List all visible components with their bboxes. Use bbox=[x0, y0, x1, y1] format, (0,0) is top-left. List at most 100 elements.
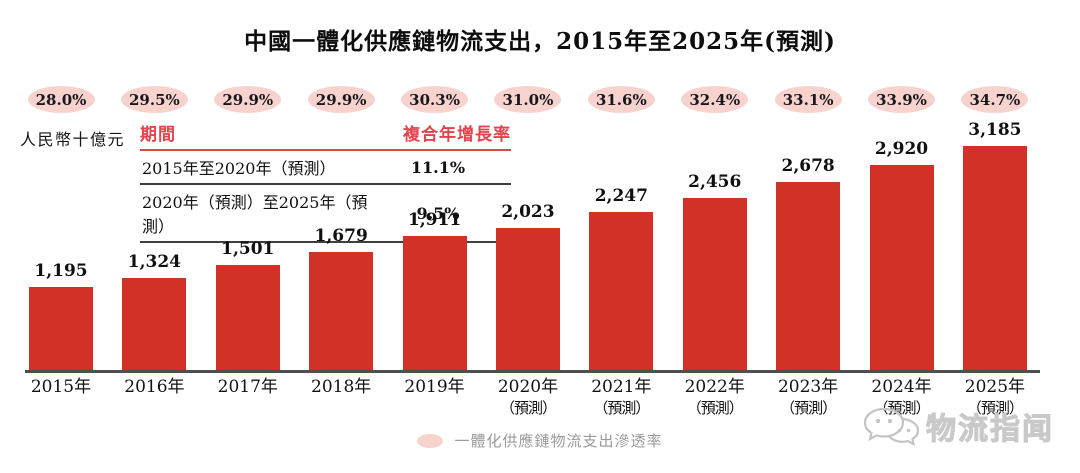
bar-column: 1,911 bbox=[391, 111, 479, 371]
chart-title: 中國一體化供應鏈物流支出，2015年至2025年(預測) bbox=[244, 28, 836, 55]
bar bbox=[309, 252, 374, 371]
bar-column: 1,195 bbox=[17, 111, 105, 371]
x-axis-label: 2023年 （預測） bbox=[764, 377, 852, 419]
legend-pink-ellipse-icon bbox=[417, 433, 444, 448]
penetration-badge: 28.0% bbox=[27, 86, 95, 113]
bar-column: 2,920 bbox=[858, 111, 946, 371]
bar-value-label: 2,456 bbox=[688, 171, 742, 192]
x-axis-label: 2018年 bbox=[297, 377, 385, 419]
bar-value-label: 2,678 bbox=[781, 155, 835, 176]
penetration-badges-row: 28.0% 29.5% 29.9% 29.9% 30.3% 31.0% 31.6% 32.4%… bbox=[17, 86, 1039, 113]
x-axis-label: 2015年 bbox=[17, 377, 105, 419]
penetration-badge-cell: 30.3% bbox=[391, 86, 479, 113]
x-axis-year: 2018年 bbox=[311, 377, 372, 397]
penetration-badge: 34.7% bbox=[961, 86, 1029, 113]
bar bbox=[402, 236, 467, 371]
x-axis-forecast-note: （預測） bbox=[686, 399, 744, 417]
penetration-badge: 33.1% bbox=[774, 86, 842, 113]
cagr-table-row: 2020年（預測）至2025年（預測） 9.5% bbox=[140, 185, 511, 243]
penetration-badge: 30.3% bbox=[401, 86, 469, 113]
cagr-table: 期間 複合年增長率 2015年至2020年（預測） 11.1% 2020年（預測… bbox=[140, 120, 511, 243]
penetration-badge-cell: 29.9% bbox=[297, 86, 385, 113]
bar-value-label: 2,920 bbox=[874, 138, 929, 159]
penetration-badge: 29.5% bbox=[120, 86, 188, 113]
cagr-table-period-header: 期間 bbox=[140, 125, 176, 145]
cagr-row-value: 9.5% bbox=[416, 203, 460, 223]
bar-value-label: 2,247 bbox=[594, 186, 648, 207]
x-axis-label: 2022年 （預測） bbox=[671, 377, 759, 419]
legend-label: 一體化供應鏈物流支出滲透率 bbox=[454, 432, 663, 450]
bar-chart-area: 1,195 1,324 1,501 1,679 1,911 2,023 2,247 2,456… bbox=[17, 111, 1039, 371]
x-axis-year: 2017年 bbox=[217, 377, 278, 397]
penetration-badge-cell: 32.4% bbox=[671, 86, 759, 113]
x-axis-label: 2024年 （預測） bbox=[858, 377, 946, 419]
x-axis-year: 2016年 bbox=[124, 377, 185, 397]
x-axis-year: 2024年 bbox=[871, 377, 932, 397]
bar-column: 2,456 bbox=[671, 111, 759, 371]
bar-value-label: 2,023 bbox=[501, 202, 555, 223]
x-axis-year: 2021年 bbox=[591, 377, 652, 397]
penetration-badge-cell: 31.6% bbox=[577, 86, 665, 113]
penetration-badge: 31.6% bbox=[587, 86, 655, 113]
x-axis-label: 2021年 （預測） bbox=[577, 377, 665, 419]
cagr-row-value: 11.1% bbox=[410, 157, 466, 177]
watermark-text: 物流指闻 bbox=[926, 412, 1054, 448]
chat-bubbles-icon bbox=[863, 407, 920, 447]
x-axis-forecast-note: （預測） bbox=[593, 399, 650, 417]
penetration-badge-cell: 29.9% bbox=[204, 86, 292, 113]
watermark: 物流指闻 bbox=[860, 403, 1054, 449]
bar bbox=[495, 228, 560, 371]
x-axis-label: 2020年 （預測） bbox=[484, 377, 572, 419]
bar bbox=[682, 197, 747, 371]
x-axis-labels-row: 2015年 2016年 2017年 2018年 2019年 2020年 （預測） 2021年 （… bbox=[17, 377, 1039, 419]
penetration-badge-cell: 29.5% bbox=[110, 86, 198, 113]
bar bbox=[122, 277, 187, 371]
x-axis-year: 2023年 bbox=[777, 377, 839, 397]
legend: 一體化供應鏈物流支出滲透率 bbox=[0, 430, 1080, 451]
bar-column: 1,501 bbox=[204, 111, 292, 371]
bar-value-label: 1,911 bbox=[407, 210, 462, 230]
penetration-badge: 32.4% bbox=[681, 86, 749, 113]
penetration-badge-cell: 31.0% bbox=[484, 86, 572, 113]
bar bbox=[29, 286, 93, 371]
penetration-badge: 33.9% bbox=[868, 86, 936, 113]
cagr-row-period: 2015年至2020年（預測） bbox=[142, 159, 336, 178]
x-axis-line bbox=[25, 370, 1040, 373]
penetration-badge-cell: 33.1% bbox=[764, 86, 852, 113]
x-axis-year: 2025年 bbox=[964, 377, 1026, 397]
penetration-badge: 31.0% bbox=[494, 86, 562, 113]
bar bbox=[962, 146, 1027, 371]
bar bbox=[589, 212, 654, 371]
bar-column: 2,678 bbox=[764, 111, 852, 371]
bar-value-label: 1,679 bbox=[314, 226, 368, 247]
penetration-badge-cell: 28.0% bbox=[17, 86, 105, 113]
penetration-badge: 29.9% bbox=[214, 86, 282, 113]
penetration-badge: 29.9% bbox=[307, 86, 375, 113]
x-axis-forecast-note: （預測） bbox=[499, 399, 557, 417]
bar bbox=[215, 265, 280, 371]
bar-column: 3,185 bbox=[951, 111, 1039, 371]
bar-column: 1,324 bbox=[110, 111, 198, 371]
bar bbox=[776, 181, 841, 371]
cagr-table-cagr-header: 複合年增長率 bbox=[403, 125, 511, 145]
bar bbox=[869, 164, 934, 371]
bar-column: 2,023 bbox=[484, 111, 572, 371]
x-axis-label: 2017年 bbox=[204, 377, 292, 419]
bar-value-label: 1,195 bbox=[34, 260, 88, 281]
bar-value-label: 3,185 bbox=[968, 120, 1022, 140]
x-axis-forecast-note: （預測） bbox=[780, 399, 837, 417]
x-axis-year: 2022年 bbox=[684, 377, 745, 397]
x-axis-year: 2015年 bbox=[30, 377, 92, 397]
x-axis-label: 2019年 bbox=[391, 377, 479, 419]
x-axis-forecast-note: （預測） bbox=[873, 399, 931, 417]
bar-column: 2,247 bbox=[577, 111, 665, 371]
penetration-badge-cell: 33.9% bbox=[858, 86, 946, 113]
bar-column: 1,679 bbox=[297, 111, 385, 371]
unit-label: 人民幣十億元 bbox=[20, 130, 126, 149]
x-axis-year: 2020年 bbox=[497, 377, 559, 397]
bar-value-label: 1,501 bbox=[221, 239, 275, 259]
penetration-badge-cell: 34.7% bbox=[951, 86, 1039, 113]
x-axis-forecast-note: （預測） bbox=[966, 399, 1024, 417]
x-axis-year: 2019年 bbox=[404, 377, 465, 397]
